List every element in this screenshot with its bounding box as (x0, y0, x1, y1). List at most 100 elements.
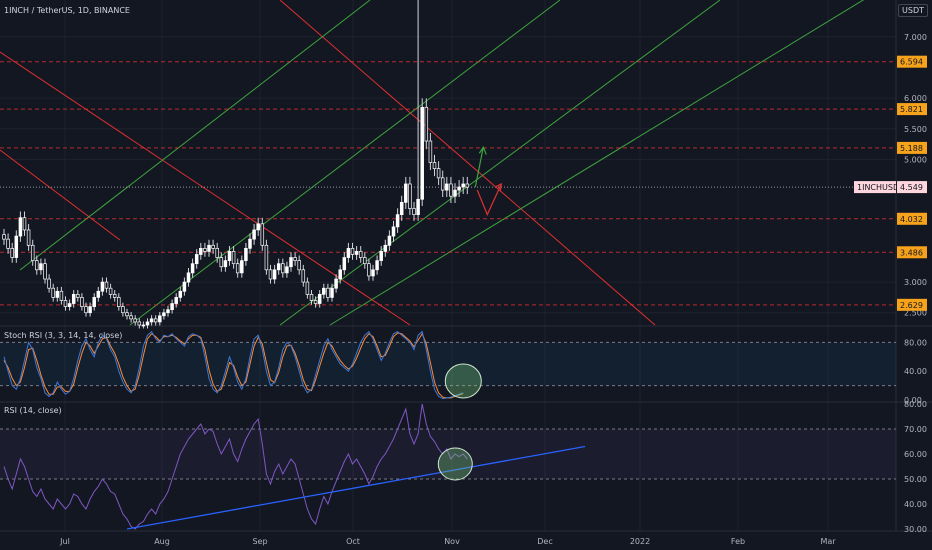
up-arrow[interactable] (474, 147, 484, 188)
candle-body (252, 229, 256, 240)
candle-body (276, 263, 281, 271)
ticker-title[interactable]: 1INCH / TetherUS, 1D, BINANCE (4, 6, 130, 15)
candle-body (260, 223, 265, 246)
candle-body (92, 297, 96, 307)
candle-body (199, 247, 203, 255)
candle-body (272, 269, 277, 280)
green-channel-line[interactable] (129, 0, 561, 326)
candle-body (391, 226, 396, 237)
green-channel-line[interactable] (19, 0, 371, 271)
rsi-tick-label: 80.00 (904, 400, 927, 409)
candle-body (395, 214, 400, 228)
candle-body (420, 106, 424, 200)
candle-body (227, 251, 232, 261)
candle-body (145, 321, 150, 326)
rsi-title: RSI (14, close) (4, 406, 62, 415)
level-tag (897, 246, 927, 259)
candle-body (404, 183, 408, 203)
candle-body (84, 306, 88, 314)
price-tick-label: 6.000 (904, 94, 927, 103)
level-tag (897, 103, 927, 116)
candle-body (457, 186, 461, 191)
last-price-label: 4.549 (900, 183, 923, 192)
down-up-arrow[interactable] (476, 183, 502, 217)
candle-body (240, 260, 244, 274)
rsi-tick-label: 40.00 (904, 500, 927, 509)
stoch-rsi-title: Stoch RSI (3, 3, 14, 14, close) (4, 331, 122, 340)
candle-body (100, 281, 105, 292)
highlight-circles[interactable] (437, 363, 482, 481)
candle-body (63, 300, 68, 307)
down-up-arrow-head[interactable] (495, 182, 503, 192)
candle-body (190, 263, 195, 274)
projection-arrows[interactable] (474, 145, 503, 217)
drawing-channels[interactable] (0, 0, 896, 326)
candle-body (379, 251, 383, 261)
candle-body (436, 168, 441, 179)
candle-body (354, 251, 359, 255)
rsi-highlight-circle[interactable] (437, 447, 473, 481)
currency-button[interactable]: USDT (898, 4, 928, 17)
candle-body (285, 266, 289, 274)
candle-body (96, 290, 101, 298)
rsi-line (3, 403, 468, 530)
candle-body (162, 312, 166, 317)
stoch-d-line (3, 332, 464, 399)
stoch-highlight-circle[interactable] (444, 363, 482, 399)
candle-body (6, 238, 10, 249)
time-tick-label: Mar (820, 537, 836, 546)
candle-body (412, 208, 416, 215)
candle-body (129, 315, 133, 320)
candle-body (371, 269, 375, 277)
candle-body (108, 287, 113, 295)
candle-body (297, 260, 301, 271)
level-tag-label: 3.486 (900, 248, 923, 257)
red-channel-line[interactable] (279, 0, 656, 326)
candle-body (158, 315, 162, 323)
candle-body (166, 309, 170, 314)
candle-body (104, 281, 109, 289)
level-tag-label: 4.032 (900, 215, 923, 224)
price-tick-label: 7.000 (904, 33, 927, 42)
candle-body (326, 287, 330, 298)
candle-body (112, 293, 117, 298)
green-channel-line[interactable] (329, 0, 896, 326)
rsi-tick-label: 50.00 (904, 475, 927, 484)
candle-body (416, 198, 420, 215)
up-arrow-head[interactable] (478, 145, 487, 155)
price-tick-label: 5.000 (904, 155, 927, 164)
candle-body (14, 235, 19, 258)
green-channel-line[interactable] (279, 0, 721, 326)
candle-body (248, 238, 252, 249)
red-channel-line[interactable] (0, 149, 121, 241)
candle-body (424, 106, 429, 142)
price-tick-label: 5.500 (904, 125, 927, 134)
grid-lines (0, 0, 896, 531)
price-axis[interactable]: 7.000 6.000 5.500 5.000 3.000 2.500 80.00 40.00… (904, 33, 927, 534)
candle-body (231, 251, 236, 265)
price-tick-label: 3.000 (904, 278, 927, 287)
candle-body (18, 217, 23, 237)
candle-body (461, 183, 465, 188)
candle-body (141, 324, 146, 327)
stoch-tick-label: 0.00 (904, 396, 922, 405)
time-tick-label: Jul (59, 537, 70, 546)
candle-body (256, 223, 260, 231)
rsi-trendline[interactable] (126, 445, 586, 530)
candle-body (244, 247, 248, 261)
time-axis[interactable]: Jul Aug Sep Oct Nov Dec 2022 Feb Mar (59, 537, 836, 546)
candle-body (383, 244, 388, 252)
candle-body (35, 260, 39, 271)
candle-body (117, 297, 121, 307)
candle-body (207, 244, 211, 252)
candle-body (30, 244, 35, 261)
candle-body (342, 257, 347, 271)
candle-body (350, 247, 355, 255)
candle-body (375, 260, 379, 271)
candle-body (219, 257, 224, 268)
candle-body (47, 278, 51, 289)
candle-body (305, 281, 310, 295)
candle-body (313, 300, 318, 304)
